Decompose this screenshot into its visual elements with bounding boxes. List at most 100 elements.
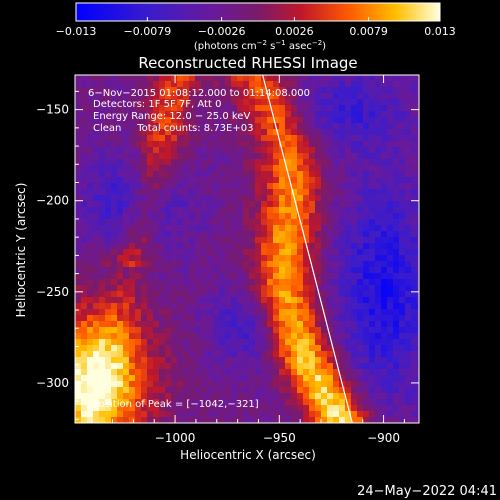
heatmap-cell	[291, 285, 298, 292]
heatmap-cell	[207, 207, 214, 214]
heatmap-cell	[309, 381, 316, 388]
heatmap-cell	[291, 135, 298, 142]
heatmap-cell	[255, 81, 262, 88]
heatmap-cell	[219, 411, 226, 418]
heatmap-cell	[273, 87, 280, 94]
heatmap-cell	[357, 117, 364, 124]
heatmap-cell	[261, 147, 268, 154]
heatmap-cell	[141, 363, 148, 370]
heatmap-cell	[183, 291, 190, 298]
heatmap-cell	[105, 363, 112, 370]
heatmap-cell	[315, 333, 322, 340]
heatmap-cell	[75, 309, 82, 316]
heatmap-cell	[351, 237, 358, 244]
heatmap-cell	[183, 249, 190, 256]
heatmap-cell	[345, 417, 352, 423]
heatmap-cell	[285, 159, 292, 166]
heatmap-cell	[141, 99, 148, 106]
heatmap-cell	[279, 123, 286, 130]
heatmap-cell	[81, 195, 88, 202]
heatmap-cell	[417, 219, 419, 226]
heatmap-cell	[321, 117, 328, 124]
heatmap-cell	[225, 309, 232, 316]
heatmap-cell	[75, 363, 82, 370]
heatmap-cell	[375, 315, 382, 322]
heatmap-cell	[135, 195, 142, 202]
heatmap-cell	[309, 405, 316, 412]
heatmap-cell	[207, 327, 214, 334]
heatmap-cell	[117, 213, 124, 220]
heatmap-cell	[129, 357, 136, 364]
heatmap-cell	[105, 135, 112, 142]
heatmap-cell	[285, 225, 292, 232]
heatmap-cell	[309, 183, 316, 190]
heatmap-cell	[87, 291, 94, 298]
heatmap-cell	[213, 141, 220, 148]
heatmap-cell	[201, 135, 208, 142]
heatmap-cell	[363, 309, 370, 316]
heatmap-cell	[297, 327, 304, 334]
heatmap-cell	[285, 345, 292, 352]
heatmap-cell	[291, 405, 298, 412]
heatmap-cell	[405, 363, 412, 370]
heatmap-cell	[399, 417, 406, 423]
heatmap-cell	[303, 339, 310, 346]
heatmap-cell	[237, 387, 244, 394]
heatmap-cell	[363, 291, 370, 298]
heatmap-cell	[303, 81, 310, 88]
heatmap-cell	[255, 243, 262, 250]
heatmap-cell	[279, 315, 286, 322]
heatmap-cell	[75, 213, 82, 220]
heatmap-cell	[111, 237, 118, 244]
heatmap-cell	[225, 225, 232, 232]
heatmap-cell	[309, 189, 316, 196]
heatmap-cell	[411, 183, 418, 190]
heatmap-cell	[153, 231, 160, 238]
heatmap-cell	[417, 309, 419, 316]
heatmap-cell	[123, 225, 130, 232]
heatmap-cell	[159, 291, 166, 298]
heatmap-cell	[309, 303, 316, 310]
heatmap-cell	[237, 93, 244, 100]
heatmap-cell	[381, 147, 388, 154]
heatmap-cell	[321, 321, 328, 328]
heatmap-cell	[153, 117, 160, 124]
heatmap-cell	[333, 279, 340, 286]
colorbar-tick-label: −0.0026	[198, 25, 246, 38]
heatmap-cell	[399, 369, 406, 376]
heatmap-cell	[201, 309, 208, 316]
heatmap-cell	[375, 393, 382, 400]
heatmap-cell	[129, 321, 136, 328]
heatmap-cell	[225, 93, 232, 100]
heatmap-cell	[369, 99, 376, 106]
heatmap-cell	[351, 267, 358, 274]
heatmap-cell	[147, 309, 154, 316]
heatmap-cell	[405, 297, 412, 304]
heatmap-cell	[81, 147, 88, 154]
heatmap-cell	[411, 243, 418, 250]
heatmap-cell	[201, 93, 208, 100]
heatmap-cell	[327, 381, 334, 388]
heatmap-cell	[105, 375, 112, 382]
heatmap-cell	[309, 123, 316, 130]
heatmap-cell	[195, 309, 202, 316]
heatmap-cell	[99, 279, 106, 286]
heatmap-cell	[285, 75, 292, 82]
heatmap-cell	[213, 405, 220, 412]
heatmap-cell	[297, 105, 304, 112]
heatmap-cell	[129, 123, 136, 130]
heatmap-cell	[195, 375, 202, 382]
heatmap-cell	[249, 183, 256, 190]
heatmap-cell	[267, 189, 274, 196]
heatmap-cell	[351, 135, 358, 142]
heatmap-cell	[309, 309, 316, 316]
heatmap-cell	[231, 159, 238, 166]
heatmap-cell	[207, 333, 214, 340]
heatmap-cell	[177, 375, 184, 382]
heatmap-cell	[315, 225, 322, 232]
heatmap-cell	[333, 399, 340, 406]
heatmap-cell	[417, 129, 419, 136]
heatmap-cell	[159, 201, 166, 208]
heatmap-cell	[405, 177, 412, 184]
heatmap-cell	[309, 249, 316, 256]
